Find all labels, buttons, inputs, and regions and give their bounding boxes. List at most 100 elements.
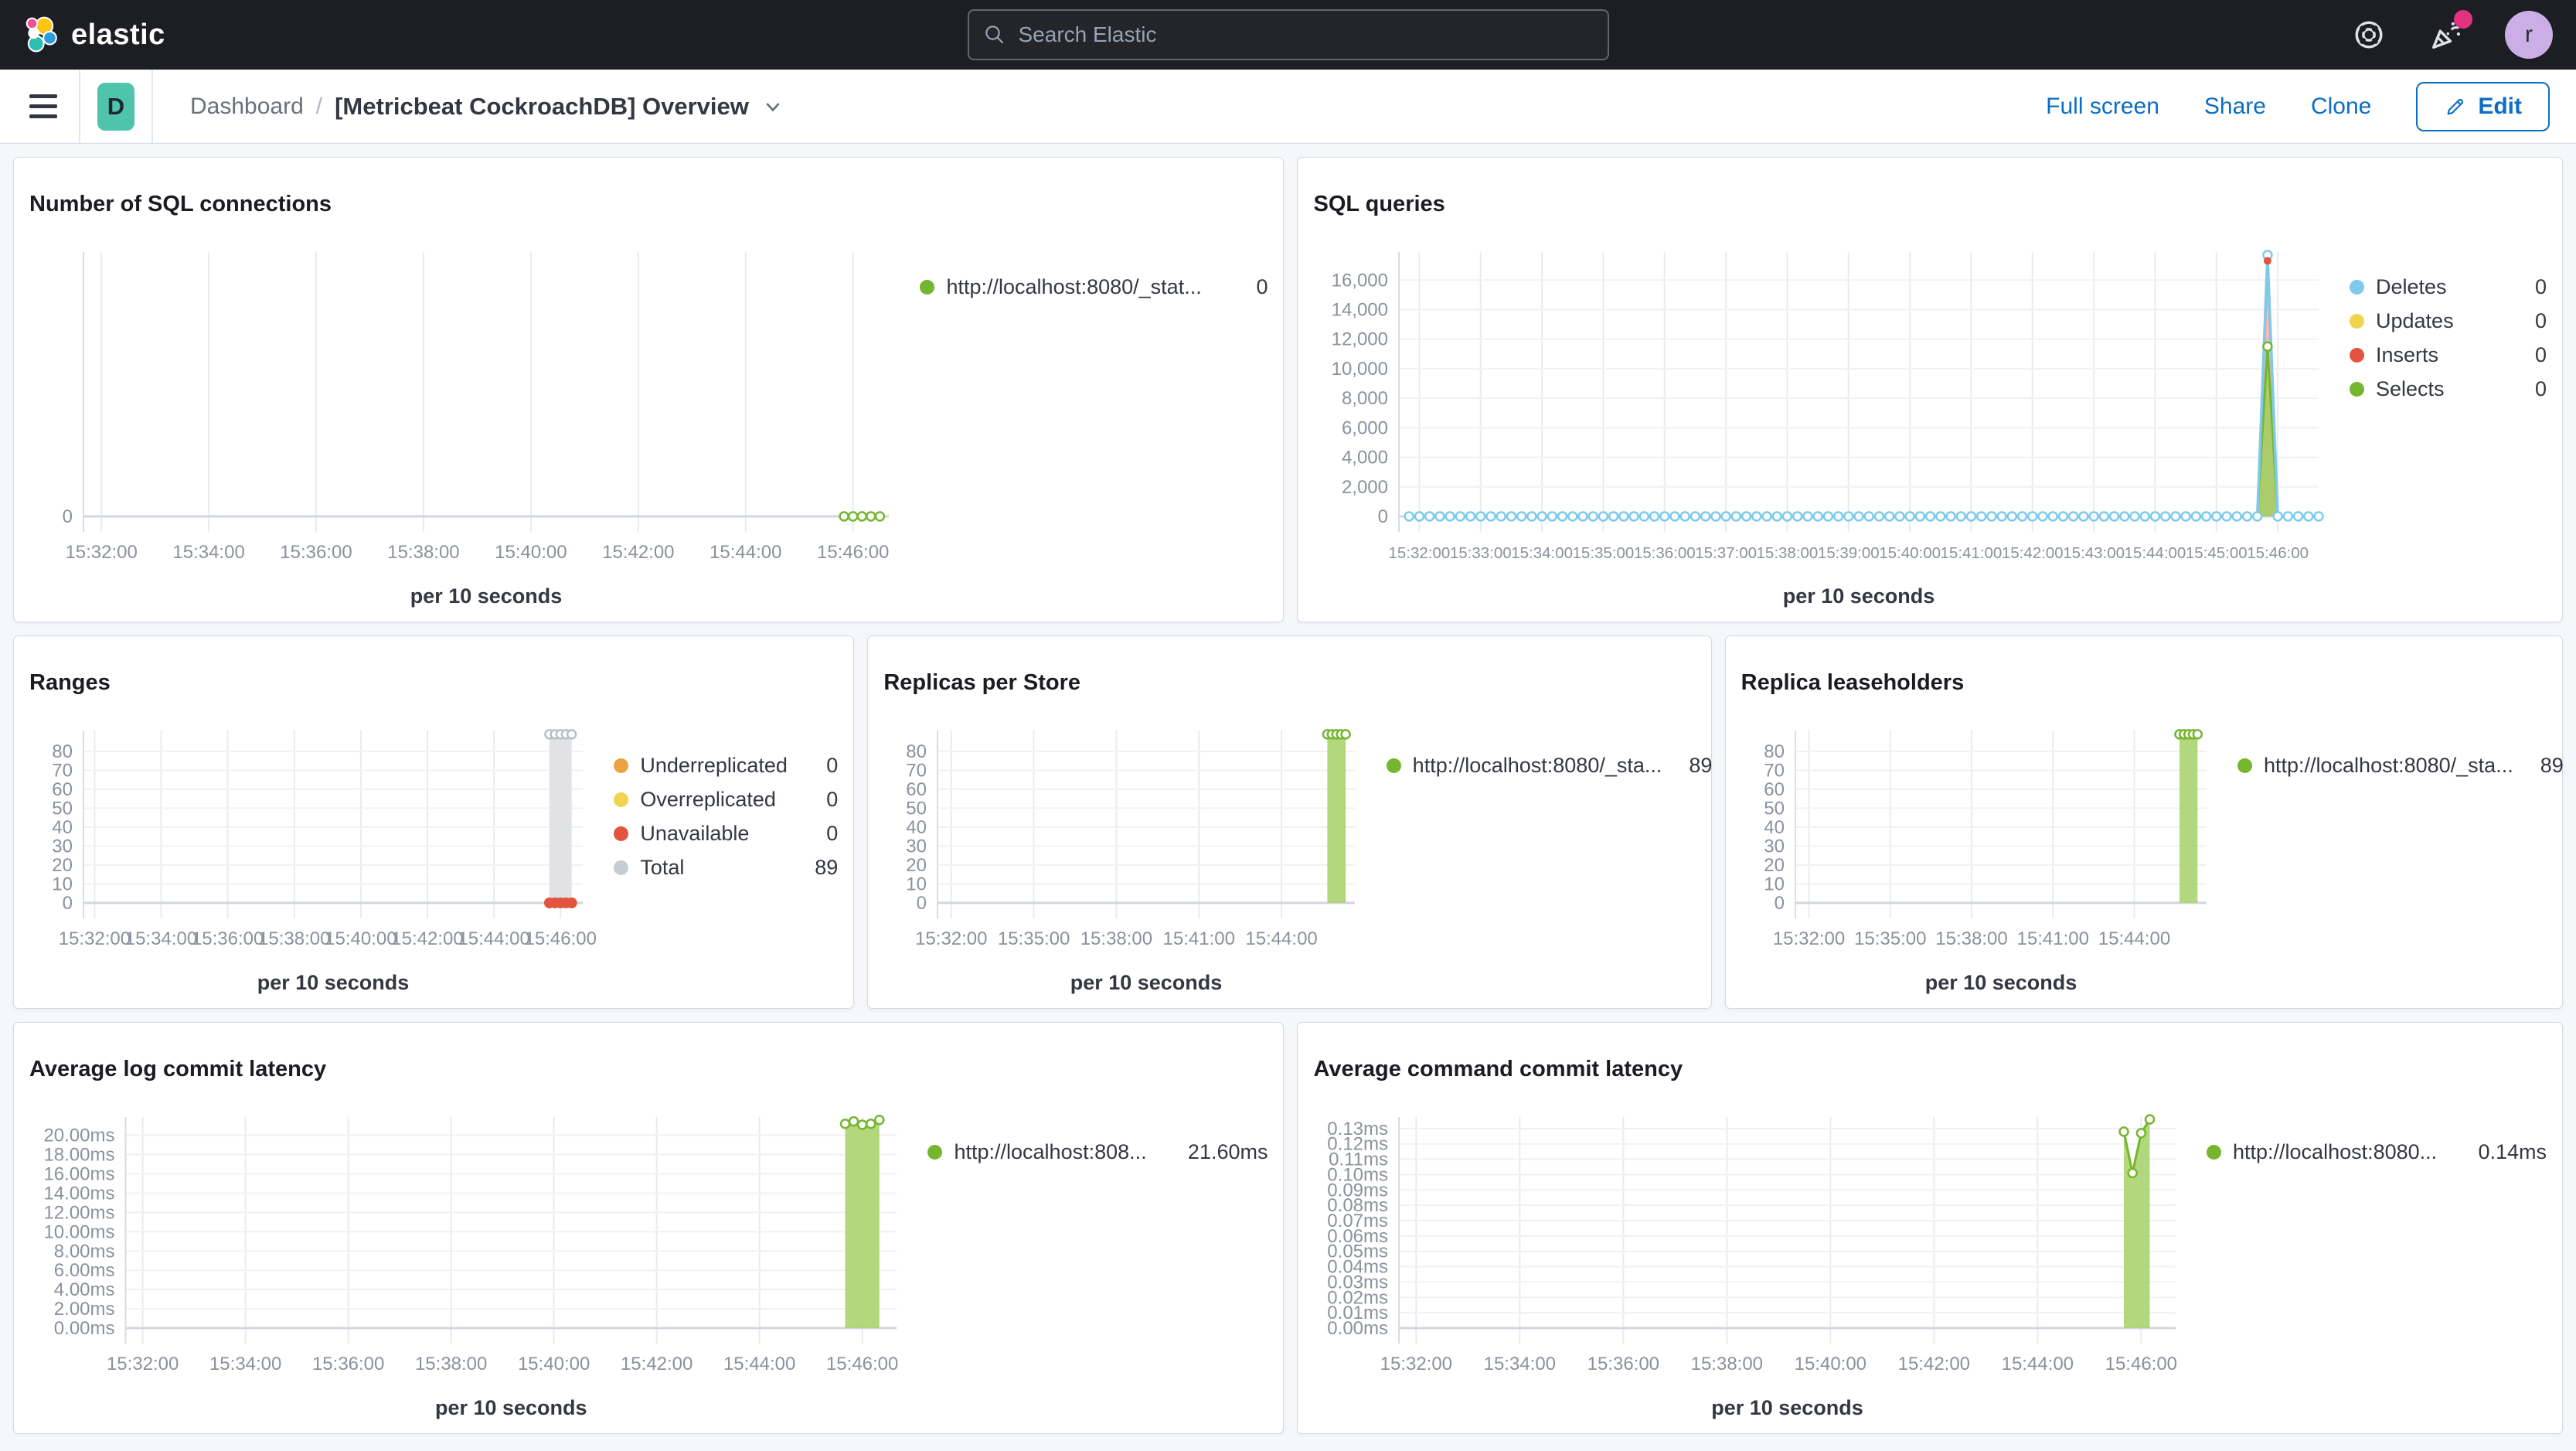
legend-series-label: http://localhost:8080/_sta...: [1412, 754, 1662, 778]
breadcrumb-dashboard[interactable]: Dashboard: [190, 93, 304, 119]
legend-item[interactable]: http://localhost:8080/_stat... 0: [920, 275, 1268, 298]
legend-series-value: 0: [2534, 309, 2547, 333]
legend-series-label: Updates: [2376, 309, 2454, 333]
svg-text:15:46:00: 15:46:00: [525, 928, 597, 949]
help-life-buoy-icon: [2355, 21, 2383, 49]
global-search[interactable]: [967, 9, 1609, 60]
legend-series-dot-icon: [2350, 381, 2364, 397]
svg-text:15:34:00: 15:34:00: [209, 1354, 281, 1374]
svg-text:15:34:00: 15:34:00: [1484, 1354, 1556, 1374]
panel-replica-leaseholders: Replica leaseholders 15:32:00 15:35:00 15:…: [1724, 635, 2564, 1010]
legend-item[interactable]: Unavailable 0: [614, 822, 838, 845]
svg-text:60: 60: [52, 779, 73, 800]
panel-title[interactable]: Replicas per Store: [883, 670, 1080, 696]
legend-item[interactable]: http://localhost:808... 21.60ms: [927, 1140, 1268, 1163]
svg-text:6.00ms: 6.00ms: [54, 1260, 115, 1281]
legend-series-value: 0.14ms: [2478, 1140, 2547, 1164]
svg-text:15:38:00: 15:38:00: [258, 928, 330, 949]
svg-text:15:42:00: 15:42:00: [602, 542, 674, 563]
legend-item[interactable]: Updates 0: [2350, 309, 2547, 332]
svg-text:15:34:00: 15:34:00: [125, 928, 197, 949]
svg-text:15:42:00: 15:42:00: [2002, 544, 2064, 562]
legend-item[interactable]: http://localhost:8080/_sta... 89: [1386, 754, 1712, 778]
svg-text:15:32:00: 15:32:00: [1380, 1354, 1452, 1374]
chart-plot-replica-leaseholders[interactable]: 15:32:00 15:35:00 15:38:00 15:41:00 15:44:00…: [1741, 718, 2237, 994]
chart-plot-sql-queries[interactable]: 15:32:00 15:33:00 15:34:00 15:35:00 15:36:00…: [1313, 240, 2350, 608]
svg-text:15:32:00: 15:32:00: [915, 928, 987, 949]
svg-text:15:46:00: 15:46:00: [826, 1354, 898, 1374]
svg-text:15:40:00: 15:40:00: [1795, 1354, 1866, 1374]
svg-text:16,000: 16,000: [1332, 270, 1388, 291]
full-screen-button[interactable]: Full screen: [2046, 93, 2159, 119]
panel-title[interactable]: Number of SQL connections: [29, 192, 332, 217]
toolbar-divider: [79, 70, 80, 143]
svg-text:0.00ms: 0.00ms: [54, 1318, 115, 1339]
legend-series-value: 0: [2534, 377, 2547, 401]
chevron-down-icon[interactable]: [761, 95, 784, 118]
clone-button[interactable]: Clone: [2310, 93, 2372, 119]
legend-item[interactable]: Inserts 0: [2350, 343, 2547, 366]
svg-text:0.08ms: 0.08ms: [1328, 1195, 1389, 1216]
legend-item[interactable]: Overreplicated 0: [614, 788, 838, 811]
svg-text:80: 80: [907, 741, 927, 762]
chart-legend: http://localhost:8080/_sta... 89: [2237, 718, 2564, 994]
panel-average-command-commit-latency: Average command commit latency 15:32:00 1…: [1297, 1022, 2563, 1435]
legend-item[interactable]: Total 89: [614, 856, 838, 879]
edit-button-label: Edit: [2478, 93, 2522, 119]
svg-text:40: 40: [52, 817, 73, 838]
menu-hamburger-icon[interactable]: [25, 90, 62, 123]
svg-text:70: 70: [52, 761, 73, 782]
legend-series-dot-icon: [927, 1144, 943, 1160]
legend-item[interactable]: http://localhost:8080... 0.14ms: [2207, 1140, 2547, 1163]
panel-title[interactable]: SQL queries: [1313, 192, 1445, 217]
newsfeed-button[interactable]: [2428, 10, 2472, 53]
svg-text:15:44:00: 15:44:00: [710, 542, 781, 563]
legend-item[interactable]: http://localhost:8080/_sta... 89: [2237, 754, 2564, 777]
legend-item[interactable]: Selects 0: [2350, 377, 2547, 400]
legend-item[interactable]: Underreplicated 0: [614, 754, 838, 777]
chart-plot-log-commit-latency[interactable]: 15:32:00 15:34:00 15:36:00 15:38:00 15:40:00…: [29, 1105, 927, 1419]
panel-title[interactable]: Replica leaseholders: [1741, 670, 1965, 696]
svg-text:30: 30: [52, 836, 73, 857]
svg-text:15:40:00: 15:40:00: [495, 542, 567, 563]
legend-item[interactable]: Deletes 0: [2350, 275, 2547, 298]
panel-title[interactable]: Ranges: [29, 670, 111, 696]
legend-series-label: Total: [640, 856, 685, 880]
svg-text:15:44:00: 15:44:00: [2098, 928, 2169, 949]
svg-text:4,000: 4,000: [1342, 448, 1388, 468]
legend-series-label: Unavailable: [640, 822, 750, 846]
panel-title[interactable]: Average log commit latency: [29, 1057, 327, 1082]
svg-text:40: 40: [1764, 817, 1785, 838]
svg-text:per 10 seconds: per 10 seconds: [257, 971, 410, 994]
svg-text:10,000: 10,000: [1332, 359, 1388, 380]
svg-text:15:46:00: 15:46:00: [2248, 544, 2309, 562]
svg-text:12.00ms: 12.00ms: [43, 1203, 114, 1224]
legend-series-value: 0: [826, 788, 839, 812]
chart-plot-command-commit-latency[interactable]: 15:32:00 15:34:00 15:36:00 15:38:00 15:40:00…: [1313, 1105, 2207, 1419]
news-party-popper-icon: [2431, 22, 2461, 49]
svg-text:10: 10: [907, 874, 927, 895]
share-button[interactable]: Share: [2203, 93, 2266, 119]
svg-text:0: 0: [1378, 506, 1388, 527]
chart-legend: Underreplicated 0 Overreplicated 0 Unavailab…: [614, 718, 838, 994]
panel-title[interactable]: Average command commit latency: [1313, 1057, 1683, 1082]
svg-text:15:38:00: 15:38:00: [415, 1354, 487, 1374]
svg-text:15:40:00: 15:40:00: [325, 928, 396, 949]
svg-text:80: 80: [52, 741, 73, 762]
edit-button[interactable]: Edit: [2416, 81, 2550, 131]
user-avatar[interactable]: r: [2505, 11, 2553, 59]
chart-plot-sql-connections[interactable]: 15:32:00 15:34:00 15:36:00 15:38:00 15:40:00…: [29, 240, 920, 608]
elastic-logo[interactable]: elastic: [23, 15, 165, 54]
dashboard-app-badge[interactable]: D: [97, 82, 134, 131]
chart-plot-ranges[interactable]: 15:32:00 15:34:00 15:36:00 15:38:00 15:40:00…: [29, 718, 614, 994]
chart-legend: Deletes 0 Updates 0 Inserts 0 Selects 0: [2350, 240, 2547, 608]
svg-text:15:46:00: 15:46:00: [817, 542, 889, 563]
search-input[interactable]: [1016, 22, 1594, 48]
chart-plot-replicas-per-store[interactable]: 15:32:00 15:35:00 15:38:00 15:41:00 15:44:00…: [883, 718, 1386, 994]
help-button[interactable]: [2350, 16, 2387, 53]
svg-text:15:38:00: 15:38:00: [1757, 544, 1819, 562]
svg-text:40: 40: [907, 817, 927, 838]
svg-text:15:32:00: 15:32:00: [107, 1354, 179, 1374]
legend-series-label: Underreplicated: [640, 754, 788, 778]
svg-text:15:35:00: 15:35:00: [998, 928, 1070, 949]
